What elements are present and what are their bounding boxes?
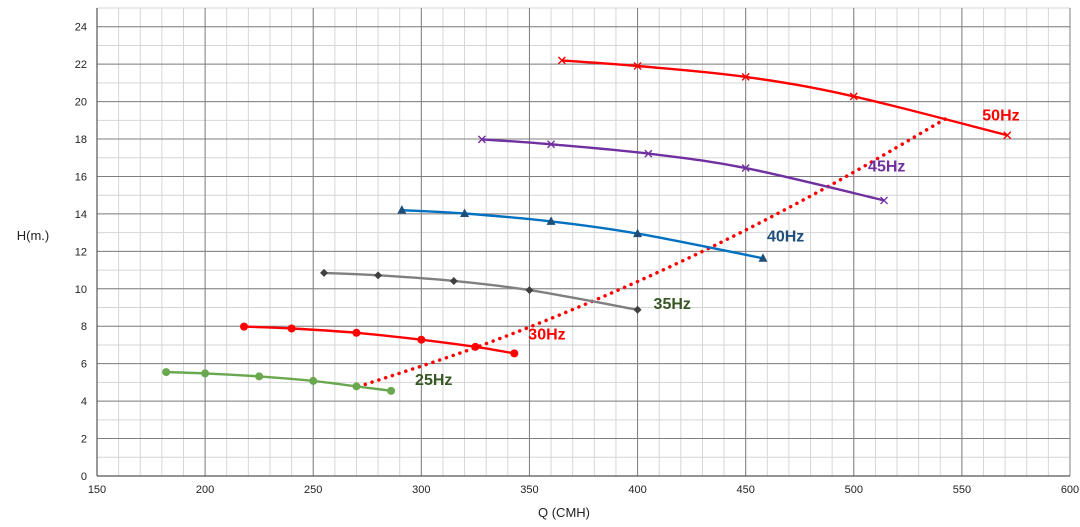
x-tick-label: 600 xyxy=(1061,484,1079,496)
series-label-45Hz: 45Hz xyxy=(868,158,905,175)
data-point xyxy=(374,271,383,280)
series-label-50Hz: 50Hz xyxy=(982,107,1019,124)
y-tick-label: 16 xyxy=(75,171,87,183)
y-tick-label: 18 xyxy=(75,134,87,146)
data-point xyxy=(644,149,653,158)
y-tick-label: 0 xyxy=(81,471,87,483)
data-point xyxy=(287,324,296,333)
y-tick-label: 12 xyxy=(75,246,87,258)
data-point xyxy=(255,372,264,381)
series-30Hz xyxy=(240,322,519,358)
x-tick-label: 150 xyxy=(88,484,106,496)
x-tick-label: 400 xyxy=(628,484,646,496)
data-point xyxy=(397,205,407,214)
data-point xyxy=(741,72,750,81)
x-tick-label: 200 xyxy=(196,484,214,496)
data-point xyxy=(880,196,889,205)
data-point xyxy=(387,386,396,395)
y-tick-label: 4 xyxy=(81,396,87,408)
data-point xyxy=(320,268,329,277)
series-line-40Hz xyxy=(401,209,764,260)
y-tick-label: 20 xyxy=(75,97,87,109)
data-point xyxy=(201,369,210,378)
series-label-30Hz: 30Hz xyxy=(528,326,565,343)
data-point xyxy=(309,376,318,385)
y-tick-label: 14 xyxy=(75,209,87,221)
series-label-25Hz: 25Hz xyxy=(415,372,452,389)
data-point xyxy=(477,135,486,144)
data-point xyxy=(352,328,361,337)
series-line-35Hz xyxy=(323,271,638,311)
data-point xyxy=(162,368,171,377)
y-tick-label: 22 xyxy=(75,59,87,71)
data-point xyxy=(758,253,768,262)
series-label-35Hz: 35Hz xyxy=(654,296,691,313)
data-point xyxy=(849,92,858,101)
y-tick-label: 10 xyxy=(75,284,87,296)
series-line-50Hz xyxy=(561,59,1008,137)
y-tick-label: 2 xyxy=(81,434,87,446)
y-tick-label: 6 xyxy=(81,359,87,371)
data-point xyxy=(240,322,249,331)
data-point xyxy=(460,208,470,218)
axes xyxy=(96,8,1070,477)
y-axis-title: H(m.) xyxy=(17,228,50,243)
data-point xyxy=(633,305,642,314)
series-label-40Hz: 40Hz xyxy=(767,228,804,245)
data-point xyxy=(1003,131,1012,140)
data-point xyxy=(557,56,566,65)
series-40Hz xyxy=(397,205,768,262)
series-50Hz xyxy=(557,56,1012,140)
data-point xyxy=(633,228,643,238)
x-axis-title: Q (CMH) xyxy=(538,505,590,520)
x-tick-label: 550 xyxy=(953,484,971,496)
y-tick-label: 24 xyxy=(75,22,87,34)
data-point xyxy=(741,164,750,173)
data-point xyxy=(352,382,361,391)
y-tick-label: 8 xyxy=(81,321,87,333)
data-point xyxy=(525,286,534,295)
series-labels-layer: 25Hz 30Hz 35Hz 40Hz 45Hz 50Hz xyxy=(415,107,1020,389)
data-point xyxy=(547,140,556,149)
x-tick-label: 500 xyxy=(845,484,863,496)
series-25Hz xyxy=(162,368,396,395)
data-point xyxy=(510,349,519,358)
data-point xyxy=(546,216,556,225)
data-point xyxy=(633,62,642,71)
data-point xyxy=(449,276,458,285)
series-layer xyxy=(162,56,1012,395)
series-line-45Hz xyxy=(481,138,885,202)
x-tick-label: 300 xyxy=(412,484,430,496)
x-tick-label: 450 xyxy=(736,484,754,496)
tick-labels: 150 200 250 300 350 400 450 500 550 6000246810121… xyxy=(75,22,1079,496)
x-tick-label: 350 xyxy=(520,484,538,496)
data-point xyxy=(417,335,426,344)
series-45Hz xyxy=(477,135,889,205)
data-point xyxy=(471,342,480,351)
x-tick-label: 250 xyxy=(304,484,322,496)
series-35Hz xyxy=(320,268,642,314)
